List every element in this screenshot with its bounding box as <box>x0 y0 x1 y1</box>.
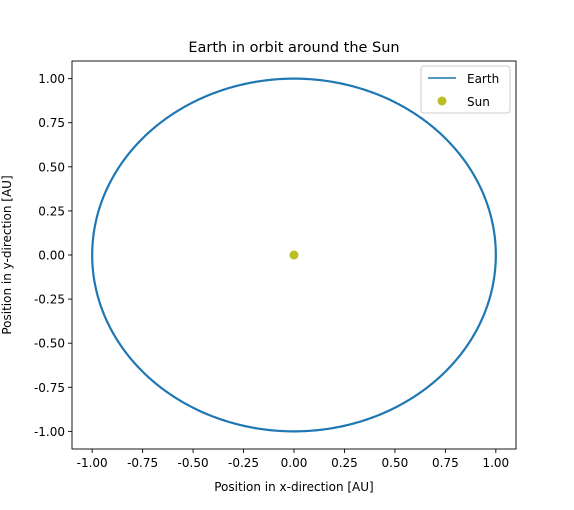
legend-sun-label: Sun <box>467 95 490 109</box>
x-tick-label: -0.25 <box>228 456 259 470</box>
x-tick-label: -0.50 <box>178 456 209 470</box>
series-layer <box>91 77 497 433</box>
y-tick-label: 0.25 <box>38 204 65 218</box>
y-tick-label: 1.00 <box>38 72 65 86</box>
chart-title: Earth in orbit around the Sun <box>188 40 399 56</box>
y-axis-ticks: -1.00 -0.75 -0.50 -0.25 0.00 0.25 0.50 0.75 1.00 <box>34 72 72 439</box>
x-tick-label: 1.00 <box>482 456 509 470</box>
x-tick-label: 0.25 <box>331 456 358 470</box>
plot-border <box>71 60 517 450</box>
y-tick-label: 0.75 <box>38 116 65 130</box>
y-tick-label: 0.00 <box>38 249 65 263</box>
legend-earth-label: Earth <box>467 72 499 86</box>
sun-point <box>289 250 299 260</box>
x-tick-label: -0.75 <box>127 456 158 470</box>
earth-orbit-line <box>91 77 497 433</box>
y-axis-label: Position in y-direction [AU] <box>0 175 14 334</box>
legend: Earth Sun <box>420 65 511 114</box>
y-tick-label: -0.25 <box>34 293 65 307</box>
x-tick-label: 0.75 <box>432 456 459 470</box>
y-tick-label: -0.50 <box>34 337 65 351</box>
x-tick-label: -1.00 <box>77 456 108 470</box>
y-tick-label: 0.50 <box>38 160 65 174</box>
y-tick-label: -1.00 <box>34 425 65 439</box>
y-tick-label: -0.75 <box>34 381 65 395</box>
legend-sun-marker <box>437 96 447 106</box>
x-axis-label: Position in x-direction [AU] <box>214 480 373 494</box>
x-tick-label: 0.50 <box>382 456 409 470</box>
x-tick-label: 0.00 <box>281 456 308 470</box>
x-axis-ticks: -1.00 -0.75 -0.50 -0.25 0.00 0.25 0.50 0.75 1.00 <box>77 449 509 470</box>
